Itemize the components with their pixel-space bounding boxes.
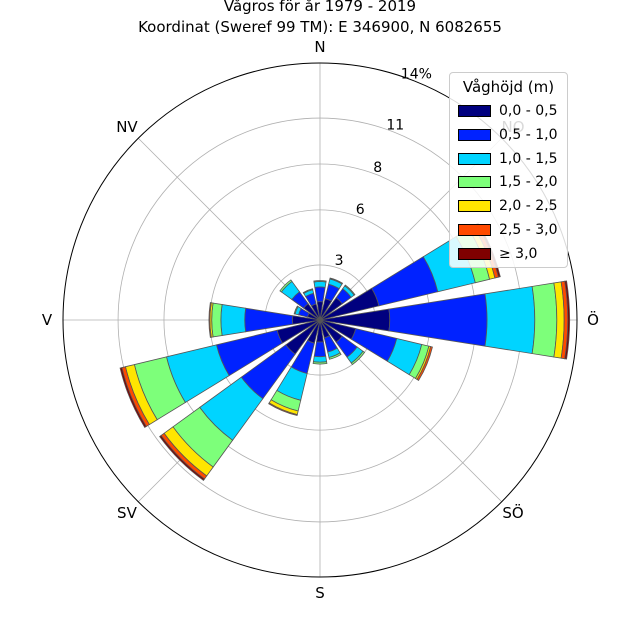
direction-label: N: [314, 38, 325, 56]
legend-swatch: [458, 200, 491, 213]
rose-bar-segment: [314, 286, 326, 303]
rose-bar-segment: [220, 304, 247, 336]
rose-bar-segment: [279, 279, 293, 293]
rose-bar-segment: [313, 280, 327, 283]
rose-bar-segment: [268, 402, 298, 416]
legend-label: 1,0 - 1,5: [499, 150, 558, 167]
legend-item: 1,5 - 2,0: [458, 172, 557, 192]
legend-item: ≥ 3,0: [458, 244, 537, 264]
direction-label: S: [315, 584, 325, 602]
legend-label: 0,0 - 0,5: [499, 103, 558, 119]
rose-bar-segment: [302, 288, 314, 294]
legend-swatch: [458, 128, 491, 141]
direction-label: SV: [117, 504, 138, 522]
direction-label: NV: [116, 118, 138, 136]
rose-bar-segment: [312, 361, 328, 365]
rose-bar-segment: [344, 284, 356, 296]
rose-bar-segment: [293, 305, 299, 315]
legend-swatch: [458, 152, 491, 165]
rose-bar-segment: [531, 282, 558, 358]
legend-swatch: [458, 176, 491, 189]
rose-bar-segment: [416, 346, 433, 381]
rose-bar-segment: [328, 352, 342, 360]
legend-label: 2,0 - 2,5: [499, 198, 558, 215]
rose-bar-segment: [350, 350, 366, 366]
legend-label: 2,5 - 3,0: [499, 222, 558, 238]
legend: Våghöjd (m) 0,0 - 0,5 0,5 - 1,0 1,0 - 1,5 1…: [449, 72, 568, 268]
outer-ring: [62, 62, 578, 578]
rose-bar-segment: [159, 434, 206, 481]
rose-bar-segment: [211, 302, 223, 338]
rose-bar-segment: [119, 367, 147, 428]
legend-swatch: [458, 247, 491, 260]
legend-swatch: [458, 105, 491, 117]
legend-item: 1,0 - 1,5: [458, 149, 557, 169]
legend-item: 0,5 - 1,0: [458, 125, 557, 145]
rose-bar-segment: [564, 280, 571, 360]
rose-bar-segment: [312, 355, 328, 363]
direction-label: SÖ: [502, 503, 523, 522]
chart-subtitle: Koordinat (Sweref 99 TM): E 346900, N 60…: [138, 18, 502, 36]
legend-label: 1,5 - 2,0: [499, 174, 558, 191]
legend-item: 0,0 - 0,5: [458, 101, 557, 121]
rose-bar-segment: [208, 302, 212, 338]
chart-title: Vågros för år 1979 - 2019: [223, 0, 417, 15]
rose-bar-segment: [313, 341, 327, 358]
rose-bar-segment: [484, 285, 536, 355]
radial-tick-label: 3: [335, 253, 344, 269]
direction-label: Ö: [587, 310, 599, 329]
radial-tick-label: 6: [356, 202, 365, 218]
legend-swatch: [458, 224, 491, 236]
direction-label: V: [42, 311, 53, 329]
radial-tick-label: 8: [373, 160, 382, 176]
legend-item: 2,0 - 2,5: [458, 196, 557, 216]
radial-tick-label: 14%: [401, 67, 432, 83]
legend-label: ≥ 3,0: [499, 245, 538, 262]
legend-title: Våghöjd (m): [462, 78, 555, 96]
legend-item: 2,5 - 3,0: [458, 220, 557, 240]
rose-bar-segment: [313, 281, 327, 288]
radial-tick-label: 11: [386, 117, 404, 133]
rose-bar-segment: [388, 293, 488, 347]
legend-label: 0,5 - 1,0: [499, 126, 558, 143]
rose-bar-segment: [329, 277, 344, 285]
